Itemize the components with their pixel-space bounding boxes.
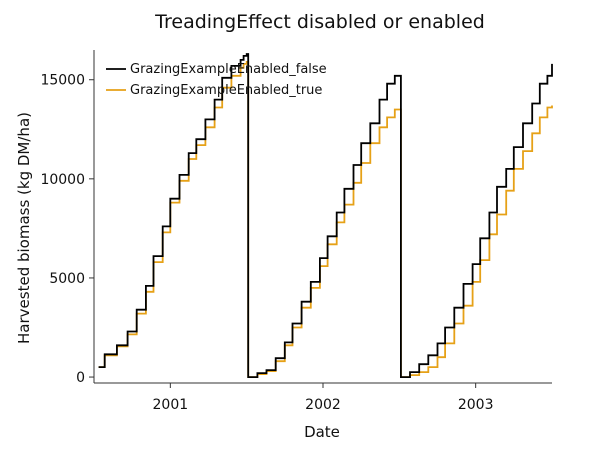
axes: 0 5000 10000 15000 2001 2002 2003 — [40, 50, 552, 413]
y-tick-label: 5000 — [49, 271, 85, 287]
legend-label: GrazingExampleEnabled_false — [130, 62, 327, 77]
legend-label: GrazingExampleEnabled_true — [130, 83, 322, 98]
y-axis-label: Harvested biomass (kg DM/ha) — [15, 112, 33, 344]
series-group — [98, 53, 553, 378]
y-tick-label: 0 — [76, 370, 85, 386]
series-line-0 — [98, 53, 553, 378]
legend: GrazingExampleEnabled_false GrazingExampl… — [106, 62, 327, 98]
x-tick-label: 2002 — [305, 397, 341, 413]
y-tick-label: 15000 — [40, 73, 85, 89]
chart-title: TreadingEffect disabled or enabled — [154, 11, 485, 33]
y-tick-label: 10000 — [40, 172, 85, 188]
x-tick-label: 2001 — [153, 397, 189, 413]
series-line-1 — [98, 61, 553, 378]
x-tick-label: 2003 — [458, 397, 494, 413]
x-axis-label: Date — [304, 423, 340, 441]
